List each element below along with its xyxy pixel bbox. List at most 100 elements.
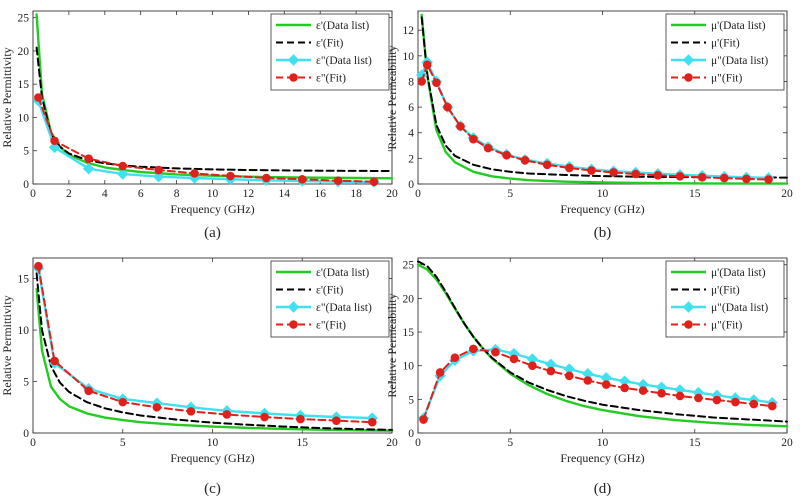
- panel-caption: (d): [594, 481, 612, 497]
- y-tick-label: 0: [23, 428, 29, 440]
- data-point: [152, 402, 162, 412]
- data-point: [742, 174, 751, 184]
- y-axis-label: Relative Permeability: [385, 293, 399, 397]
- y-tick-label: 8: [408, 76, 414, 88]
- legend-label: ε"(Data list): [316, 302, 372, 314]
- x-tick-label: 20: [781, 188, 793, 200]
- data-point: [84, 154, 93, 164]
- data-point: [50, 356, 59, 366]
- x-tick-label: 5: [507, 188, 513, 200]
- y-tick-label: 10: [403, 51, 415, 63]
- y-tick-label: 5: [408, 394, 414, 406]
- data-point: [731, 397, 740, 407]
- x-tick-label: 2: [66, 188, 72, 200]
- data-point: [609, 168, 618, 177]
- x-tick-label: 15: [689, 188, 701, 200]
- x-tick-label: 4: [102, 188, 108, 200]
- panel-caption: (b): [594, 225, 612, 241]
- series-fit-imag: [417, 60, 773, 184]
- data-point: [469, 344, 478, 354]
- data-point: [422, 60, 432, 70]
- legend-marker: [684, 73, 693, 82]
- x-tick-label: 0: [415, 188, 421, 200]
- x-tick-label: 5: [507, 437, 513, 449]
- data-point: [653, 170, 663, 180]
- data-point: [697, 173, 707, 182]
- y-tick-label: 10: [403, 361, 415, 373]
- data-point: [694, 393, 703, 403]
- data-point: [297, 175, 307, 184]
- x-tick-label: 15: [689, 437, 701, 449]
- legend: ε'(Data list) ε'(Fit) ε"(Data list) ε"(Fit): [270, 13, 390, 91]
- x-axis-label: Frequency (GHz): [170, 202, 254, 216]
- data-point: [719, 173, 729, 183]
- x-tick-label: 10: [207, 437, 219, 449]
- data-point: [587, 166, 596, 175]
- y-tick-label: 5: [23, 377, 29, 389]
- legend: ε'(Data list) ε'(Fit) ε"(Data list) ε"(Fit): [270, 260, 390, 338]
- y-tick-label: 15: [403, 327, 415, 339]
- data-point: [528, 361, 537, 370]
- data-point: [638, 386, 648, 395]
- series-fit-imag: [419, 344, 777, 424]
- x-tick-label: 10: [597, 437, 609, 449]
- x-axis-label: Frequency (GHz): [170, 451, 254, 465]
- legend-label: μ"(Data list): [711, 55, 768, 67]
- legend-label: μ"(Data list): [711, 302, 768, 314]
- data-point: [152, 170, 165, 183]
- chart-panel-a: 0 2 4 6 8 10 12 14 16 18 20 0 5 10 15 20 25 Frequency (GH…: [0, 10, 398, 241]
- data-point: [767, 401, 777, 411]
- series-data-real: [35, 287, 394, 432]
- data-point: [520, 155, 530, 165]
- data-point: [502, 150, 511, 160]
- legend-marker: [682, 301, 695, 313]
- y-tick-label: 0: [23, 179, 29, 191]
- x-tick-label: 8: [174, 188, 180, 200]
- y-tick-label: 12: [403, 25, 415, 37]
- data-point: [509, 354, 519, 364]
- data-point: [483, 143, 493, 153]
- data-point: [222, 410, 232, 419]
- series-data-real: [420, 13, 789, 185]
- chart-panel-c: 0 5 10 15 20 0 5 10 15 Frequency (GHz) Relative Pe…: [0, 257, 398, 497]
- data-point: [749, 399, 759, 409]
- y-tick-label: 20: [18, 46, 30, 58]
- data-point: [564, 371, 574, 381]
- y-tick-label: 4: [408, 128, 414, 140]
- y-tick-label: 10: [18, 325, 30, 337]
- data-point: [260, 412, 269, 422]
- data-point: [443, 102, 452, 112]
- data-point: [34, 93, 43, 102]
- data-point: [564, 163, 574, 173]
- data-point: [369, 177, 379, 186]
- x-tick-label: 0: [415, 437, 421, 449]
- data-point: [117, 168, 129, 180]
- series-line: [35, 272, 393, 431]
- data-point: [118, 397, 128, 407]
- series-fit-real: [35, 272, 393, 431]
- y-tick-label: 0: [408, 179, 414, 191]
- series-line: [420, 13, 789, 185]
- data-point: [432, 78, 441, 88]
- legend-label: ε"(Data list): [316, 55, 372, 67]
- data-point: [712, 395, 722, 405]
- legend-label: μ"(Fit): [711, 320, 742, 332]
- legend-label: μ'(Fit): [711, 285, 740, 297]
- x-tick-label: 20: [386, 188, 398, 200]
- x-tick-label: 10: [597, 188, 609, 200]
- y-tick-label: 20: [403, 293, 415, 305]
- data-point: [542, 160, 552, 170]
- x-tick-label: 0: [30, 188, 36, 200]
- data-point: [675, 172, 685, 181]
- x-tick-label: 20: [781, 437, 793, 449]
- data-point: [332, 416, 341, 425]
- data-point: [367, 417, 377, 427]
- x-tick-label: 18: [350, 188, 362, 200]
- legend-label: ε'(Data list): [316, 20, 369, 32]
- x-tick-label: 5: [120, 437, 126, 449]
- data-point: [435, 368, 445, 377]
- legend-marker: [287, 301, 300, 313]
- legend-marker: [682, 54, 695, 66]
- chart-panel-d: 0 5 10 15 20 0 5 10 15 20 25 Frequency (GHz) Relativ…: [385, 257, 793, 497]
